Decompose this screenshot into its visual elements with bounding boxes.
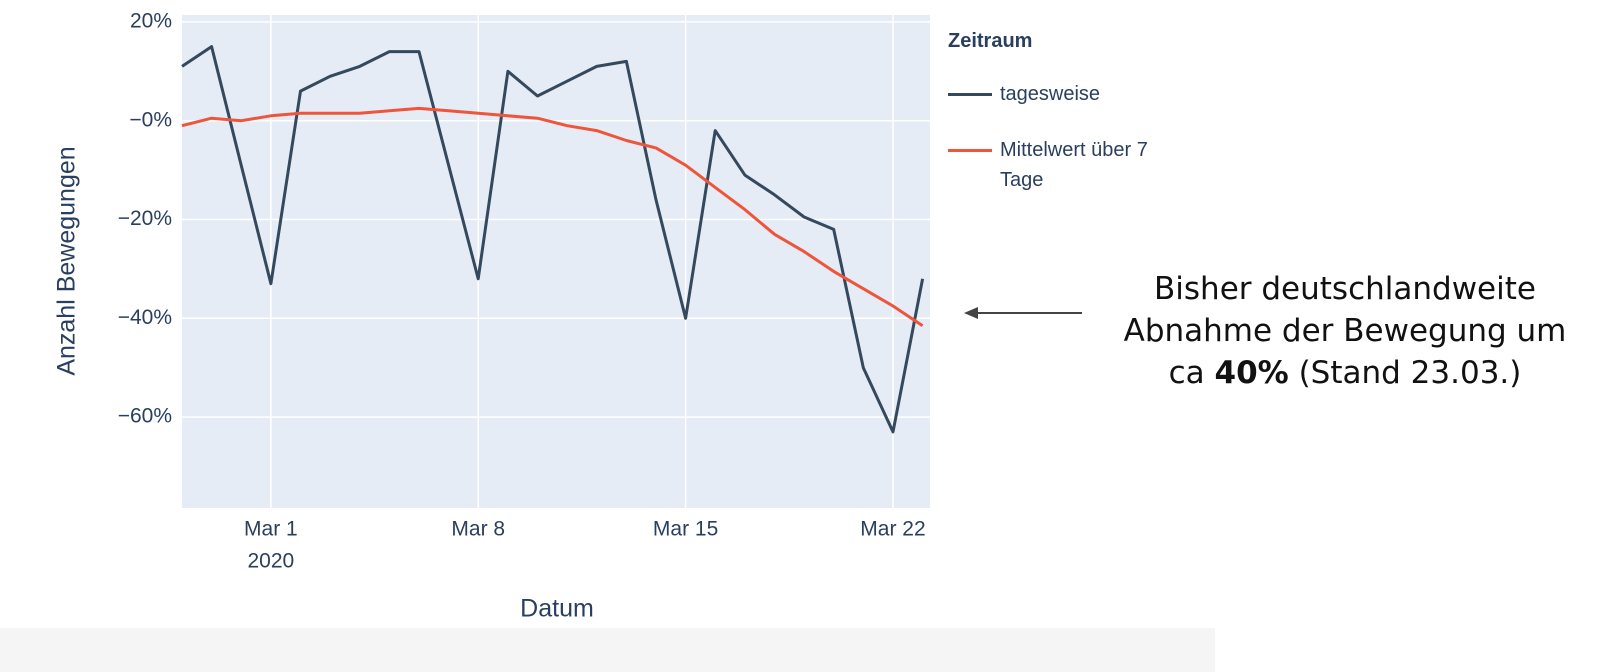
- data-line: [181, 45, 925, 434]
- x-year-label: 2020: [248, 550, 295, 573]
- x-axis-title: Datum: [520, 595, 594, 623]
- legend-label: tagesweise: [1000, 83, 1101, 105]
- legend-item: tagesweise: [948, 79, 1150, 109]
- y-tick-label: −0%: [129, 108, 172, 131]
- plot-background: [182, 15, 930, 508]
- grid: [182, 15, 930, 508]
- x-tick-label: Mar 8: [451, 518, 505, 541]
- footer-band: [0, 628, 1215, 672]
- legend-swatch: [948, 93, 992, 96]
- lines: [181, 45, 925, 434]
- annotation: Bisher deutschlandweite Abnahme der Bewe…: [1105, 268, 1585, 394]
- annotation-emphasis: 40%: [1214, 355, 1289, 391]
- annotation-text: Bisher deutschlandweite Abnahme der Bewe…: [1123, 271, 1567, 391]
- annotation-text: (Stand 23.03.): [1288, 355, 1522, 391]
- arrow-head: [964, 307, 978, 319]
- legend-item: Mittelwert über 7 Tage: [948, 135, 1150, 195]
- legend: Zeitraum tagesweise Mittelwert über 7 Tag…: [948, 30, 1148, 195]
- y-tick-label: 20%: [130, 9, 172, 32]
- legend-label: Mittelwert über 7 Tage: [1000, 139, 1148, 191]
- x-tick-label: Mar 15: [653, 518, 718, 541]
- data-line: [181, 106, 924, 327]
- x-tick-label: Mar 1: [244, 518, 298, 541]
- y-tick-label: −40%: [118, 306, 172, 329]
- y-tick-label: −20%: [118, 207, 172, 230]
- legend-title: Zeitraum: [948, 30, 1033, 52]
- legend-swatch: [948, 149, 992, 152]
- y-axis-title: Anzahl Bewegungen: [53, 146, 81, 375]
- x-tick-label: Mar 22: [860, 518, 925, 541]
- y-tick-label: −60%: [118, 405, 172, 428]
